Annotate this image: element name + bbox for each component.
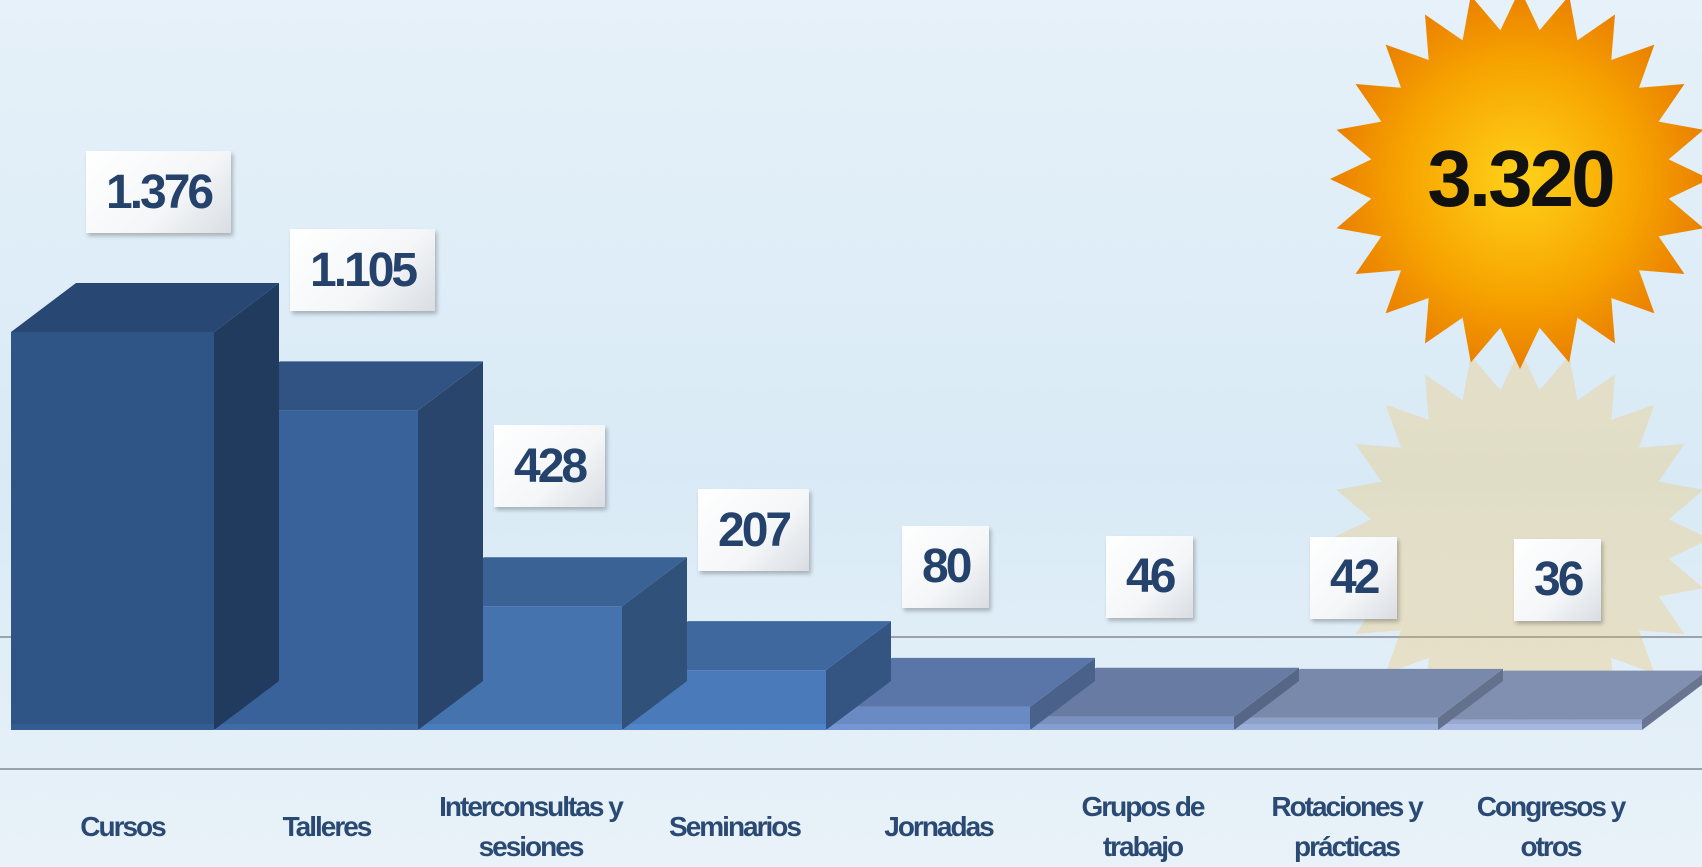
value-label: 428 [494,425,605,507]
value-label: 42 [1310,537,1397,619]
x-tick-label: Congresos y otros [1456,787,1646,867]
x-tick-label: Seminarios [640,807,830,847]
value-label: 1.105 [290,229,435,311]
x-tick-label: Grupos de trabajo [1048,787,1238,867]
x-tick-label: Cursos [28,807,218,847]
bar-base-highlight [11,724,214,730]
bar-base-highlight [623,724,826,730]
x-tick-label: Jornadas [844,807,1034,847]
bar [11,332,214,730]
x-tick-label: Interconsultas y sesiones [436,787,626,867]
value-label: 207 [698,489,809,571]
value-label: 46 [1106,536,1193,618]
bar-side [418,361,483,730]
bar-base-highlight [419,724,622,730]
bar-side [214,283,279,730]
bar-base-highlight [827,724,1030,730]
value-label: 36 [1514,539,1601,621]
bar-base-highlight [1439,724,1642,730]
bar-base-highlight [1031,724,1234,730]
x-tick-label: Talleres [232,807,422,847]
bar-base-highlight [215,724,418,730]
value-label: 80 [902,526,989,608]
chart [0,0,1702,866]
page: (() => { const data = JSON.parse(documen… [0,0,1702,866]
bar-base-highlight [1235,724,1438,730]
x-tick-label: Rotaciones y prácticas [1252,787,1442,867]
total-label: 3.320 [1427,133,1612,225]
value-label: 1.376 [86,151,231,233]
